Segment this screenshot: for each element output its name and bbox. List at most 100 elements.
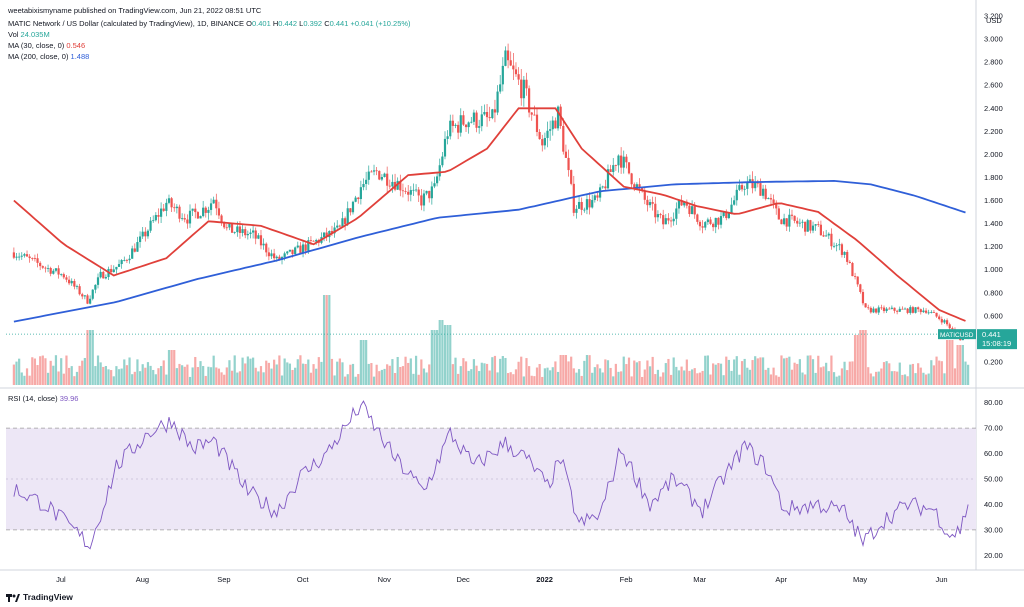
- volume-bar: [932, 365, 936, 385]
- candle-body: [120, 260, 123, 265]
- candle-body: [386, 173, 389, 186]
- volume-bar: [420, 359, 423, 385]
- candle-body: [662, 215, 665, 225]
- price-tick-label: 3.200: [984, 12, 1003, 21]
- candle-body: [138, 236, 142, 243]
- candle-body: [556, 106, 560, 129]
- candle-body: [362, 183, 365, 188]
- candle-body: [930, 312, 933, 313]
- volume-bar: [564, 355, 568, 385]
- candle-body: [238, 226, 242, 233]
- candle-body: [680, 200, 683, 206]
- volume-bar: [459, 366, 462, 385]
- volume-bar: [33, 358, 37, 385]
- candle-body: [591, 200, 594, 208]
- candle-body: [399, 180, 402, 191]
- volume-bar: [499, 358, 502, 385]
- volume-bar: [362, 340, 365, 385]
- volume-bar: [183, 366, 186, 385]
- candle-body: [60, 274, 63, 275]
- volume-bar: [959, 345, 962, 385]
- candle-body: [606, 169, 610, 189]
- candle-body: [832, 245, 836, 247]
- candle-body: [344, 218, 347, 225]
- candle-body: [341, 218, 344, 227]
- volume-label: Vol: [8, 30, 19, 39]
- candle-body: [54, 268, 58, 271]
- volume-bar: [217, 368, 221, 385]
- volume-bar: [75, 371, 79, 385]
- candle-body: [625, 156, 628, 163]
- volume-bar: [280, 375, 284, 385]
- candle-body: [869, 307, 872, 313]
- candle-body: [157, 215, 160, 217]
- volume-bar: [885, 361, 888, 385]
- candle-body: [767, 198, 770, 200]
- candle-body: [165, 202, 168, 211]
- candle-body: [454, 124, 457, 126]
- candle-body: [520, 79, 523, 99]
- publisher-line: weetabixismyname published on TradingVie…: [8, 6, 262, 15]
- volume-bar: [99, 362, 102, 385]
- candle-body: [367, 171, 370, 180]
- candle-body: [291, 249, 294, 255]
- candle-body: [217, 208, 221, 216]
- candle-body: [935, 312, 938, 317]
- candle-body: [154, 215, 157, 221]
- volume-bar: [733, 359, 736, 385]
- candle-body: [44, 267, 47, 269]
- candle-body: [785, 218, 788, 227]
- volume-bar: [354, 376, 357, 385]
- volume-bar: [617, 371, 620, 385]
- volume-bar: [220, 372, 223, 385]
- candle-body: [738, 185, 741, 190]
- volume-bar: [209, 367, 213, 385]
- candle-body: [70, 280, 73, 284]
- volume-bar: [635, 362, 638, 385]
- candle-body: [99, 271, 102, 278]
- volume-bar: [520, 356, 523, 385]
- candle-body: [257, 235, 260, 239]
- volume-bar: [945, 340, 949, 385]
- volume-bar: [864, 330, 867, 385]
- volume-bar: [917, 363, 920, 385]
- volume-bar: [333, 375, 336, 385]
- volume-bar: [488, 370, 491, 385]
- candle-body: [396, 180, 399, 190]
- candle-body: [564, 151, 568, 158]
- volume-bar: [483, 363, 486, 385]
- candle-body: [304, 244, 307, 251]
- candle-body: [365, 179, 368, 184]
- candle-body: [39, 262, 42, 267]
- ma200-line: [13, 179, 966, 323]
- time-tick-label: Oct: [297, 575, 310, 584]
- candle-body: [259, 235, 263, 246]
- candle-body: [580, 201, 583, 210]
- volume-bar: [593, 367, 596, 385]
- volume-bar: [888, 363, 891, 385]
- candle-body: [543, 137, 546, 146]
- candle-body: [236, 226, 239, 233]
- volume-bar: [580, 375, 583, 385]
- candle-body: [756, 182, 759, 184]
- candle-body: [643, 190, 646, 200]
- volume-bar: [359, 340, 362, 385]
- volume-bar: [693, 368, 696, 385]
- candle-body: [882, 307, 886, 312]
- candle-body: [609, 169, 612, 173]
- candle-body: [422, 193, 426, 206]
- time-tick-label: Feb: [620, 575, 633, 584]
- volume-bar: [856, 335, 859, 385]
- candle-body: [333, 227, 336, 234]
- volume-bar: [893, 371, 896, 385]
- candle-body: [491, 109, 494, 119]
- volume-bar: [388, 365, 391, 385]
- candle-body: [906, 308, 909, 313]
- volume-bar: [817, 355, 820, 385]
- candle-body: [704, 222, 707, 228]
- candle-body: [861, 291, 865, 304]
- volume-bar: [509, 372, 512, 385]
- volume-bar: [604, 359, 607, 385]
- volume-bar: [249, 358, 252, 385]
